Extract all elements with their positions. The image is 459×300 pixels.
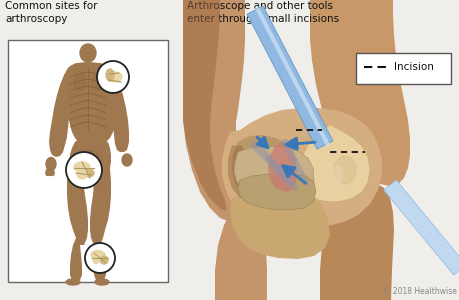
Polygon shape <box>90 142 111 245</box>
Ellipse shape <box>46 169 50 176</box>
Ellipse shape <box>100 256 108 264</box>
Polygon shape <box>49 65 72 157</box>
Polygon shape <box>234 146 313 199</box>
Ellipse shape <box>95 279 109 285</box>
Ellipse shape <box>50 169 54 176</box>
Ellipse shape <box>106 69 114 81</box>
Polygon shape <box>237 174 315 210</box>
Polygon shape <box>183 0 226 210</box>
Polygon shape <box>70 238 82 281</box>
Polygon shape <box>94 238 106 281</box>
Ellipse shape <box>91 250 105 260</box>
FancyBboxPatch shape <box>8 40 168 282</box>
Polygon shape <box>268 142 297 192</box>
Polygon shape <box>299 125 369 202</box>
Polygon shape <box>67 142 88 245</box>
Polygon shape <box>228 145 252 198</box>
Ellipse shape <box>80 44 96 62</box>
Circle shape <box>85 243 115 273</box>
Polygon shape <box>230 190 329 259</box>
Polygon shape <box>64 62 119 146</box>
Ellipse shape <box>92 74 104 90</box>
Polygon shape <box>183 0 252 222</box>
FancyBboxPatch shape <box>356 52 451 83</box>
Ellipse shape <box>84 169 94 177</box>
Polygon shape <box>309 0 409 186</box>
Text: © 2018 Healthwise: © 2018 Healthwise <box>382 287 456 296</box>
Polygon shape <box>383 180 459 275</box>
Ellipse shape <box>332 166 342 184</box>
Polygon shape <box>108 65 129 152</box>
Ellipse shape <box>93 256 99 263</box>
Ellipse shape <box>46 158 56 170</box>
Circle shape <box>77 169 87 179</box>
Polygon shape <box>246 6 332 149</box>
FancyBboxPatch shape <box>183 0 459 300</box>
Ellipse shape <box>108 72 122 82</box>
Ellipse shape <box>74 162 90 172</box>
Ellipse shape <box>333 156 355 184</box>
Ellipse shape <box>74 150 102 170</box>
Polygon shape <box>214 200 266 300</box>
Polygon shape <box>222 108 381 228</box>
Text: Common sites for
arthroscopy: Common sites for arthroscopy <box>5 1 97 24</box>
Polygon shape <box>85 62 91 67</box>
Text: Incision: Incision <box>393 62 433 72</box>
Polygon shape <box>319 182 393 300</box>
Text: Arthroscope and other tools
enter through small incisions: Arthroscope and other tools enter throug… <box>187 1 338 24</box>
Ellipse shape <box>122 154 132 166</box>
Ellipse shape <box>74 74 86 90</box>
Circle shape <box>66 152 102 188</box>
Polygon shape <box>70 139 111 179</box>
Ellipse shape <box>48 169 52 176</box>
Circle shape <box>97 61 129 93</box>
Ellipse shape <box>66 279 80 285</box>
Polygon shape <box>231 135 313 207</box>
